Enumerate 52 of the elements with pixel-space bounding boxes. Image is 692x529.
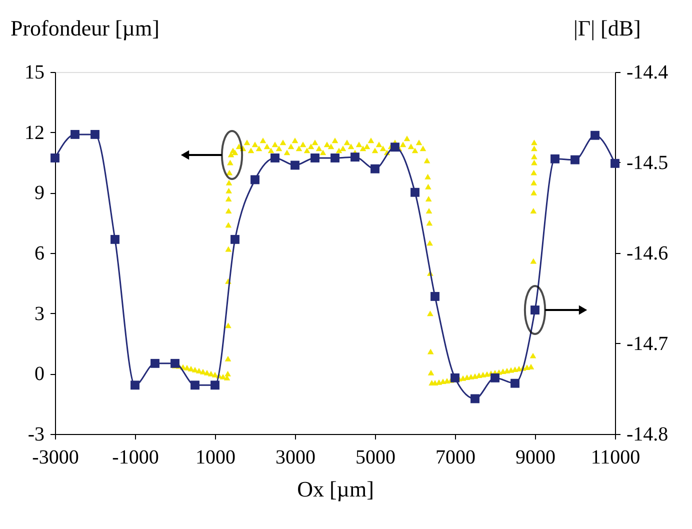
y-tick-label: 15: [24, 62, 44, 84]
point: [190, 380, 200, 390]
y-tick-label: 9: [34, 182, 44, 204]
y2-tick-label: -14.6: [626, 242, 668, 264]
point: [550, 154, 560, 164]
point: [310, 154, 320, 162]
x-tick-label: 9000: [516, 446, 556, 468]
point: [70, 130, 80, 139]
point: [230, 234, 240, 244]
point: [590, 130, 600, 140]
point: [290, 160, 300, 170]
point: [110, 234, 120, 244]
point: [150, 358, 160, 368]
y-tick-label: 0: [34, 363, 44, 386]
point: [470, 394, 480, 404]
point: [430, 292, 440, 301]
point: [50, 154, 60, 162]
point: [170, 358, 180, 368]
point: [210, 380, 220, 390]
x-tick-label: 11000: [590, 446, 640, 468]
point: [250, 175, 260, 184]
y-tick-label: 12: [24, 122, 44, 144]
point: [450, 373, 460, 382]
point: [330, 154, 340, 162]
x-tick-label: 7000: [436, 446, 476, 468]
point: [350, 152, 360, 162]
y-tick-label: -3: [28, 424, 44, 446]
x-tick-label: 5000: [356, 446, 396, 468]
y-tick-label: 6: [34, 242, 44, 264]
point: [270, 154, 280, 162]
point: [130, 380, 140, 390]
point: [490, 373, 500, 382]
y-tick-label: 3: [34, 302, 44, 325]
point: [390, 142, 400, 152]
point: [510, 378, 520, 388]
point: [410, 188, 420, 197]
y2-tick-label: -14.7: [626, 333, 668, 355]
point: [570, 155, 580, 164]
y2-tick-label: -14.4: [626, 62, 668, 84]
y2-tick-label: -14.8: [626, 424, 668, 446]
x-tick-label: -3000: [32, 446, 79, 468]
x-tick-label: -1000: [112, 446, 159, 468]
y-axis-title: Profondeur [µm]: [10, 16, 160, 40]
y2-tick-label: -14.5: [626, 152, 668, 174]
point: [90, 130, 100, 139]
x-axis-title: Ox [µm]: [297, 476, 374, 502]
point: [530, 306, 540, 314]
point: [370, 164, 380, 174]
point: [610, 158, 620, 168]
y2-axis-title: |Γ| [dB]: [574, 16, 641, 40]
x-tick-label: 1000: [196, 446, 236, 468]
x-tick-label: 3000: [276, 446, 316, 468]
